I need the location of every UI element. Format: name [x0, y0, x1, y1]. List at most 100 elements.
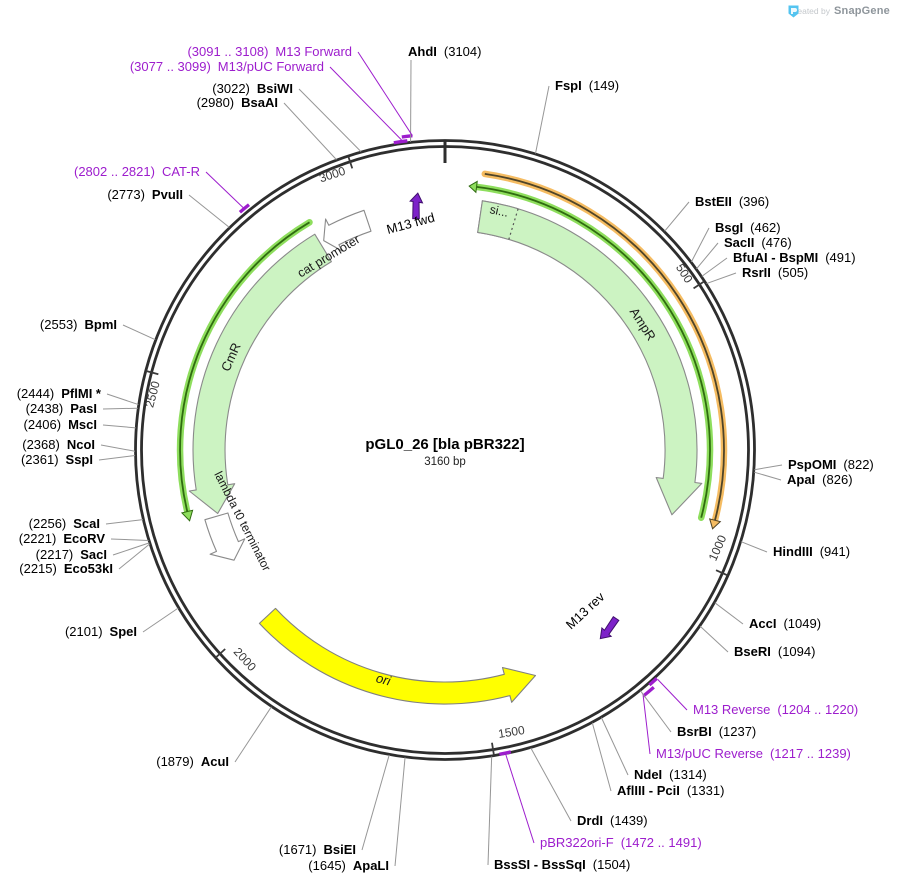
- leader-acci: [714, 602, 744, 625]
- feature-AmpR-signal-sequence-outline: [477, 200, 519, 241]
- snapgene-branding: Created by SnapGene: [788, 5, 890, 18]
- leader-bsiei: [361, 754, 390, 851]
- leader-cat-r: [205, 171, 245, 209]
- feature-gene-arrow-green-right-head: [468, 180, 478, 194]
- leader-m13-forward: [357, 51, 413, 136]
- site-label-drdi: DrdI (1439): [577, 813, 648, 828]
- leader-pflmi: [106, 393, 139, 406]
- site-label-bseri: BseRI (1094): [734, 644, 815, 659]
- site-label-bsaai: (2980) BsaAI: [197, 95, 278, 110]
- leader-pasi: [102, 407, 138, 410]
- snapgene-brand-text: SnapGene: [833, 5, 890, 17]
- created-by-text: Created by: [788, 6, 830, 16]
- label-leader-lines: [98, 51, 783, 867]
- site-label-pflmi: (2444) PflMI *: [17, 386, 102, 401]
- leader-bsiwi: [298, 88, 362, 152]
- leader-bpmi: [122, 324, 156, 341]
- feature-gene-arrow-green-right-line: [476, 186, 711, 518]
- feature-lambda-t0-terminator: [204, 512, 246, 561]
- feature-cat-promoter: [323, 209, 372, 252]
- feature-ori: [258, 607, 537, 705]
- site-label-acui: (1879) AcuI: [156, 754, 229, 769]
- site-label-ncoi: (2368) NcoI: [22, 437, 95, 452]
- tick-1500: [491, 742, 495, 756]
- site-label-apali: (1645) ApaLI: [308, 858, 389, 873]
- feature-label-AmpR-signal-sequence: si...: [488, 202, 509, 220]
- plasmid-length: 3160 bp: [424, 456, 466, 468]
- site-label-m13-puc-reverse: M13/pUC Reverse (1217 .. 1239): [656, 746, 851, 761]
- M13-fwd-label: M13 fwd: [385, 210, 436, 237]
- site-label-cat-r: (2802 .. 2821) CAT-R: [74, 164, 200, 179]
- leader-pvuii: [188, 194, 230, 228]
- site-label-m13-forward: (3091 .. 3108) M13 Forward: [187, 44, 352, 59]
- site-label-bsrbi: BsrBI (1237): [677, 724, 756, 739]
- feature-AmpR-signal-sequence-dashed-edge: [508, 208, 519, 240]
- leader-apai: [754, 471, 782, 481]
- tick-label-1000: 1000: [706, 533, 730, 563]
- leader-eco53ki: [118, 543, 150, 570]
- site-label-bfuai-bspmi: BfuAI - BspMI (491): [733, 250, 856, 265]
- site-label-bsiei: (1671) BsiEI: [279, 842, 356, 857]
- M13-fwd-arrow-icon: [409, 192, 424, 220]
- leader-pbr322ori-f: [505, 753, 535, 844]
- site-label-pbr322ori-f: pBR322ori-F (1472 .. 1491): [540, 835, 702, 850]
- tick-2500: [146, 370, 159, 376]
- site-label-bpmi: (2553) BpmI: [40, 317, 117, 332]
- primer-region-marks: [238, 134, 658, 756]
- site-label-bsiwi: (3022) BsiWI: [212, 81, 293, 96]
- leader-pspomi: [754, 464, 783, 471]
- site-label-ecorv: (2221) EcoRV: [19, 531, 106, 546]
- leader-hindiii: [740, 541, 768, 553]
- leader-bsrbi: [640, 690, 672, 733]
- pBR322ori-F-site: [499, 750, 512, 756]
- site-label-spei: (2101) SpeI: [65, 624, 137, 639]
- tick-2000: [215, 648, 226, 659]
- leader-drdi: [530, 747, 572, 822]
- leader-fspi: [535, 85, 550, 154]
- leader-afliii-pcii: [591, 722, 612, 792]
- site-label-scai: (2256) ScaI: [29, 516, 100, 531]
- leader-spei: [142, 607, 179, 633]
- leader-m13-reverse: [657, 679, 688, 711]
- site-label-afliii-pcii: AflIII - PciI (1331): [617, 783, 724, 798]
- leader-sspi: [98, 455, 136, 461]
- M13-rev-label: M13 rev: [563, 589, 608, 632]
- leader-apali: [394, 757, 406, 867]
- site-label-pasi: (2438) PasI: [26, 401, 97, 416]
- CAT-R-site: [238, 203, 251, 214]
- site-label-hindiii: HindIII (941): [773, 544, 850, 559]
- enzyme-labels: AhdI (3104) FspI (149) BstEII (396) BsgI (462)S…: [17, 44, 874, 873]
- feature-gene-arrow-orange-line: [484, 173, 725, 521]
- leader-ecorv: [110, 538, 149, 542]
- tick-500: [693, 280, 705, 290]
- leader-bfuai-bspmi: [701, 257, 728, 277]
- site-label-apai: ApaI (826): [787, 472, 853, 487]
- plasmid-backbone: [134, 139, 756, 761]
- leader-bsteii: [664, 201, 690, 232]
- leader-rsrii: [706, 272, 737, 285]
- snapgene-logo-icon: [788, 5, 799, 18]
- site-label-pvuii: (2773) PvuII: [107, 187, 183, 202]
- leader-bsssi-bsssqi: [487, 756, 493, 866]
- tick-label-1500: 1500: [497, 723, 526, 741]
- leader-m13-puc-forward: [329, 66, 402, 141]
- feature-label-ori: ori: [374, 670, 393, 689]
- M13-pUC-Forward-site: [393, 139, 408, 145]
- site-label-ndei: NdeI (1314): [634, 767, 707, 782]
- site-label-sspi: (2361) SspI: [21, 452, 93, 467]
- M13-Forward-site: [401, 134, 413, 139]
- feature-AmpR-signal-sequence-fill: [477, 200, 519, 240]
- leader-bsaai: [283, 102, 337, 160]
- feature-gene-arrow-green-left-head: [180, 509, 194, 522]
- site-label-saci: (2217) SacI: [36, 547, 107, 562]
- leader-bsgi: [690, 227, 710, 263]
- site-label-eco53ki: (2215) Eco53kI: [19, 561, 113, 576]
- site-label-bsgi: BsgI (462): [715, 220, 781, 235]
- site-label-ahdi: AhdI (3104): [408, 44, 481, 59]
- site-label-bsteii: BstEII (396): [695, 194, 769, 209]
- feature-gene-arrow-orange-head: [708, 518, 722, 530]
- feature-AmpR: [477, 200, 703, 516]
